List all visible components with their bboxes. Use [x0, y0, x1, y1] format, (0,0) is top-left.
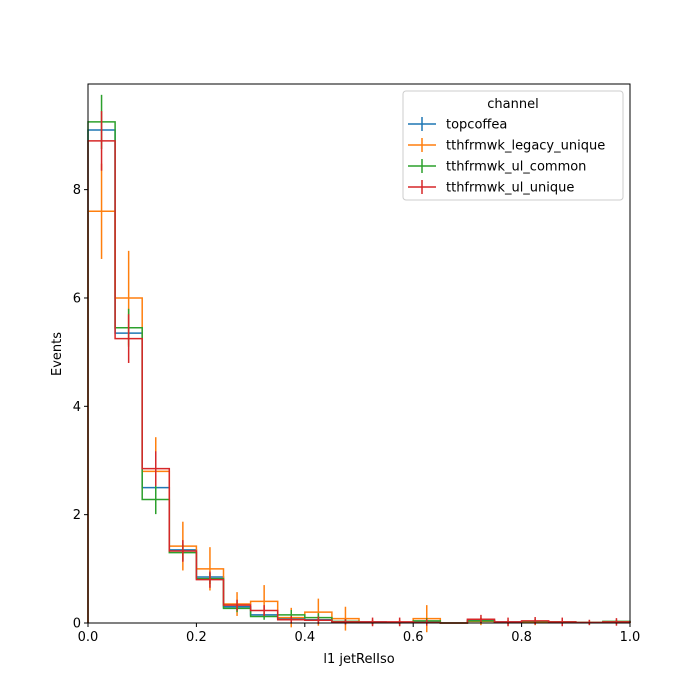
legend-box: [402, 90, 624, 201]
legend-entries: topcoffea tthfrmwk_legacy_unique tthfrmwk_…: [408, 117, 605, 196]
x-axis-label: l1 jetRelIso: [323, 652, 394, 667]
legend-entry-tthfrmwk_ul_unique: tthfrmwk_ul_unique: [408, 180, 574, 196]
legend-entry-tthfrmwk_ul_common: tthfrmwk_ul_common: [408, 159, 586, 175]
legend-label: tthfrmwk_ul_common: [446, 160, 586, 175]
y-tick-label: 4: [73, 400, 81, 415]
legend-title: channel: [487, 97, 538, 112]
x-tick-label: 1.0: [620, 630, 641, 645]
legend: channel topcoffeatthfrmwk_legacy_uniquet…: [402, 90, 624, 201]
legend-entry-tthfrmwk_legacy_unique: tthfrmwk_legacy_unique: [408, 138, 605, 154]
y-tick-label: 2: [73, 508, 81, 523]
legend-label: tthfrmwk_ul_unique: [446, 181, 574, 196]
x-tick-label: 0.4: [294, 630, 315, 645]
y-tick-label: 6: [73, 291, 81, 306]
y-axis: 0 2 4 6 8: [73, 183, 88, 632]
legend-label: topcoffea: [446, 118, 507, 133]
x-tick-label: 0.6: [403, 630, 424, 645]
x-tick-label: 0.0: [78, 630, 99, 645]
y-axis-label: Events: [50, 332, 65, 376]
x-tick-label: 0.8: [511, 630, 532, 645]
y-tick-label: 8: [73, 183, 81, 198]
series-layer: [87, 94, 631, 633]
plot-frame: [87, 83, 631, 624]
legend-label: tthfrmwk_legacy_unique: [446, 139, 605, 154]
legend-entry-topcoffea: topcoffea: [408, 117, 507, 133]
x-axis: 0.0 0.2 0.4 0.6 0.8 1.0: [78, 623, 641, 645]
x-tick-label: 0.2: [186, 630, 207, 645]
y-tick-label: 0: [73, 617, 81, 632]
